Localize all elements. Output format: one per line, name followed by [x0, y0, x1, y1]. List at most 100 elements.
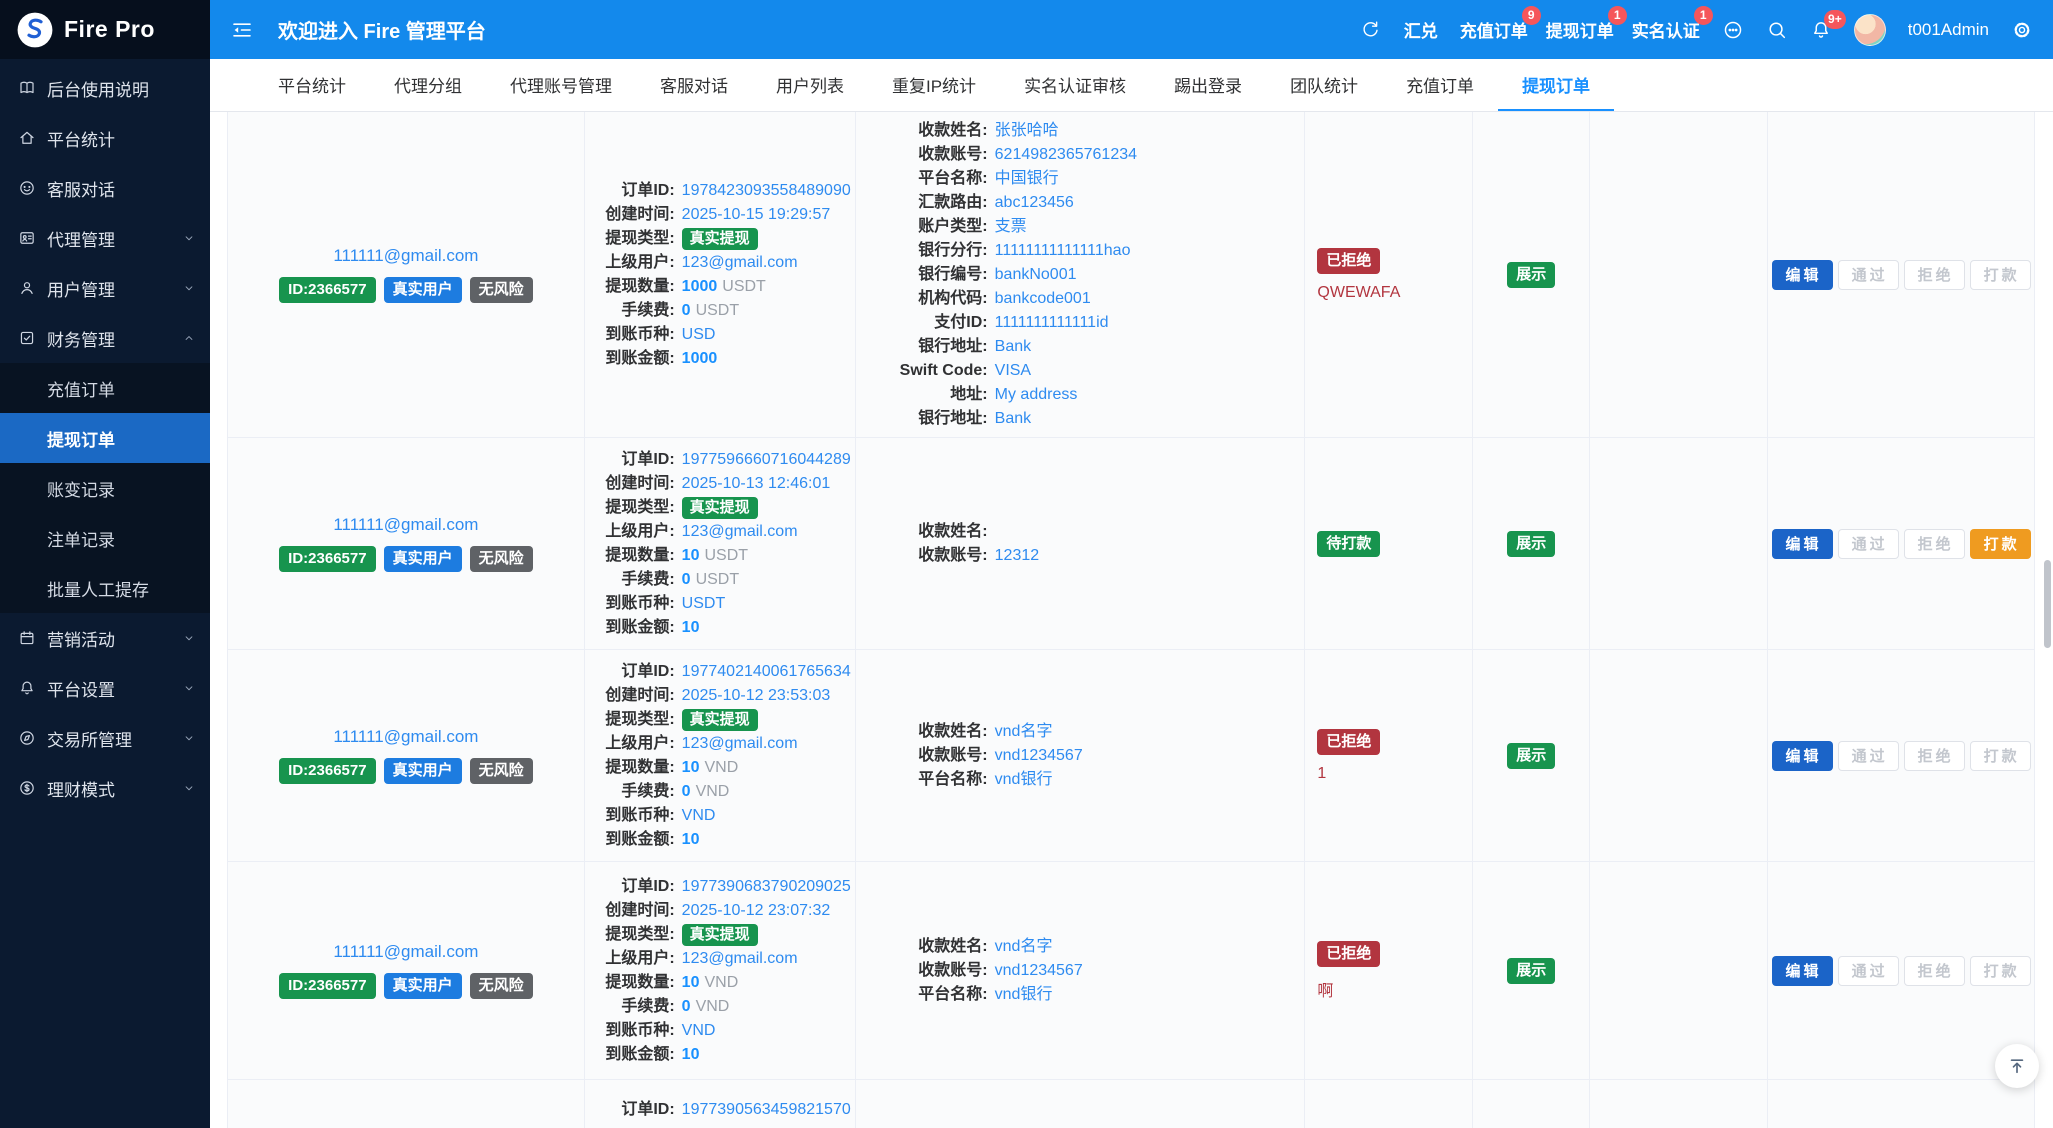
show-button[interactable]: 展示 — [1507, 742, 1556, 769]
sidebar-item-account-change-records[interactable]: 账变记录 — [0, 463, 210, 513]
show-button[interactable]: 展示 — [1507, 530, 1556, 557]
field-label: 提现类型: — [605, 229, 675, 247]
sidebar-item-wealth-mode[interactable]: 理财模式 — [0, 763, 210, 813]
show-cell: 展示 — [1473, 112, 1591, 437]
table-row: 111111@gmail.com ID:2366577 真实用户 无风险 订单ID: 19… — [228, 650, 2035, 862]
order-info-cell: 订单ID: 1977390683790209025 创建时间: 2025-10-12 … — [585, 862, 856, 1079]
field-value: 支票 — [994, 217, 1027, 235]
tab-withdraw-orders[interactable]: 提现订单 — [1498, 59, 1615, 111]
payee-field: 收款姓名: — [884, 520, 1040, 544]
header-title: 欢迎进入 Fire 管理平台 — [278, 21, 486, 43]
header-link-label: 充值订单 — [1459, 22, 1528, 41]
bell-icon[interactable]: 9+ — [1810, 9, 1846, 41]
sidebar-item-recharge-orders[interactable]: 充值订单 — [0, 363, 210, 413]
calendar-icon — [18, 629, 36, 647]
user-cell — [228, 1080, 585, 1128]
refresh-icon[interactable] — [1360, 19, 1382, 41]
gear-icon[interactable] — [2011, 19, 2033, 41]
header-link-recharge-orders[interactable]: 充值订单 9 — [1459, 6, 1541, 42]
payee-info-cell: 收款姓名: vnd名字 收款账号: vnd1234567 平台名称: vnd银行 — [856, 862, 1306, 1079]
order-field: 提现数量: 10 USDT — [589, 544, 851, 568]
payee-fields: 收款姓名: vnd名字 收款账号: vnd1234567 平台名称: vnd银行 — [884, 720, 1082, 792]
sidebar-item-withdraw-orders[interactable]: 提现订单 — [0, 413, 210, 463]
field-label: 到账币种: — [605, 325, 675, 343]
user-tag: ID:2366577 — [279, 973, 376, 999]
edit-button[interactable]: 编辑 — [1771, 740, 1833, 771]
tab-agent-groups[interactable]: 代理分组 — [394, 76, 462, 96]
order-fields: 订单ID: 1977402140061765634 创建时间: 2025-10-12 … — [589, 660, 851, 852]
order-field: 到账币种: VND — [589, 804, 851, 828]
tab-service-chat[interactable]: 客服对话 — [660, 76, 728, 96]
sidebar-item-batch-manual-deposit[interactable]: 批量人工提存 — [0, 563, 210, 613]
payee-fields: 收款姓名: 张张哈哈 收款账号: 6214982365761234 平台名称: 中国银行汇… — [884, 119, 1137, 431]
payee-field: 支付ID: 1111111111111id — [884, 311, 1137, 335]
sidebar-item-bet-records[interactable]: 注单记录 — [0, 513, 210, 563]
chevron-down-icon — [182, 681, 196, 695]
user-email-link[interactable]: 111111@gmail.com — [333, 942, 479, 961]
order-field: 创建时间: 2025-10-12 23:07:32 — [589, 899, 851, 923]
pay-button[interactable]: 打款 — [1969, 528, 2031, 559]
user-email-link[interactable]: 111111@gmail.com — [333, 727, 479, 746]
message-icon[interactable] — [1722, 19, 1744, 41]
field-label: 支付ID: — [934, 313, 988, 331]
sidebar-item-platform-stats[interactable]: 平台统计 — [0, 113, 210, 163]
show-button[interactable]: 展示 — [1507, 957, 1556, 984]
sidebar-item-service-chat[interactable]: 客服对话 — [0, 163, 210, 213]
field-label: 收款账号: — [918, 961, 988, 979]
sidebar-item-marketing[interactable]: 营销活动 — [0, 613, 210, 663]
show-button[interactable]: 展示 — [1507, 261, 1556, 288]
field-value: vnd名字 — [994, 937, 1053, 955]
user-email-link[interactable]: 111111@gmail.com — [333, 246, 479, 265]
field-value: Bank — [994, 337, 1032, 355]
tab-user-list[interactable]: 用户列表 — [776, 76, 844, 96]
field-label: 提现类型: — [605, 498, 675, 516]
tab-realname-review[interactable]: 实名认证审核 — [1024, 76, 1127, 96]
actions-cell: 编辑 通过 拒绝 打款 — [1768, 650, 2035, 861]
tab-team-stats[interactable]: 团队统计 — [1290, 76, 1359, 96]
field-value: 0 — [681, 782, 691, 800]
edit-button[interactable]: 编辑 — [1771, 955, 1833, 986]
tab-agent-accounts[interactable]: 代理账号管理 — [510, 76, 612, 96]
payee-field: Swift Code: VISA — [884, 359, 1137, 383]
top-header: 欢迎进入 Fire 管理平台 汇兑 充值订单 9 提现订单 1 实名认证 1 9+ t00… — [210, 0, 2053, 59]
edit-button[interactable]: 编辑 — [1771, 259, 1833, 290]
sidebar-item-finance-mgmt[interactable]: 财务管理 — [0, 313, 210, 363]
sidebar-item-platform-settings[interactable]: 平台设置 — [0, 663, 210, 713]
user-tag: ID:2366577 — [279, 758, 376, 784]
sidebar-item-user-mgmt[interactable]: 用户管理 — [0, 263, 210, 313]
tab-recharge-orders[interactable]: 充值订单 — [1406, 76, 1475, 96]
tab-platform-stats[interactable]: 平台统计 — [278, 76, 346, 96]
dollar-icon — [18, 779, 36, 797]
field-unit: VND — [695, 997, 730, 1015]
search-icon[interactable] — [1766, 19, 1788, 41]
avatar[interactable] — [1853, 13, 1886, 46]
sidebar-item-agent-mgmt[interactable]: 代理管理 — [0, 213, 210, 263]
approve-button: 通过 — [1837, 259, 1899, 290]
extra-cell — [1590, 438, 1769, 649]
agent-icon — [18, 229, 36, 247]
header-link-withdraw-orders[interactable]: 提现订单 1 — [1546, 6, 1627, 42]
sidebar-item-exchange-mgmt[interactable]: 交易所管理 — [0, 713, 210, 763]
sidebar-subitem-label: 充值订单 — [47, 380, 115, 400]
edit-button[interactable]: 编辑 — [1771, 528, 1833, 559]
menu-fold-icon[interactable] — [230, 18, 254, 42]
sidebar-item-label: 代理管理 — [47, 230, 115, 250]
user-tag: 真实用户 — [383, 973, 462, 999]
user-email-link[interactable]: 111111@gmail.com — [333, 515, 479, 534]
scrollbar-thumb[interactable] — [2044, 560, 2051, 648]
chat-icon — [18, 179, 36, 197]
header-link-realname-auth[interactable]: 实名认证 1 — [1632, 6, 1713, 42]
status-note: 1 — [1317, 764, 1327, 782]
exchange-link[interactable]: 汇兑 — [1403, 22, 1438, 41]
user-tag: ID:2366577 — [279, 546, 376, 572]
back-to-top-button[interactable] — [1995, 1044, 2039, 1088]
tab-dup-ip-stats[interactable]: 重复IP统计 — [892, 76, 977, 96]
field-unit: VND — [695, 782, 730, 800]
username[interactable]: t001Admin — [1907, 19, 1989, 39]
sidebar-item-usage-guide[interactable]: 后台使用说明 — [0, 63, 210, 113]
home-icon — [18, 129, 36, 147]
sidebar-menu: 后台使用说明 平台统计 客服对话代理管理用户管理 财务管理充值订单提现订单 账变记录 注单… — [0, 59, 210, 813]
approve-button: 通过 — [1837, 740, 1899, 771]
tab-kick-logout[interactable]: 踢出登录 — [1174, 76, 1243, 96]
payee-info-cell — [856, 1080, 1306, 1128]
